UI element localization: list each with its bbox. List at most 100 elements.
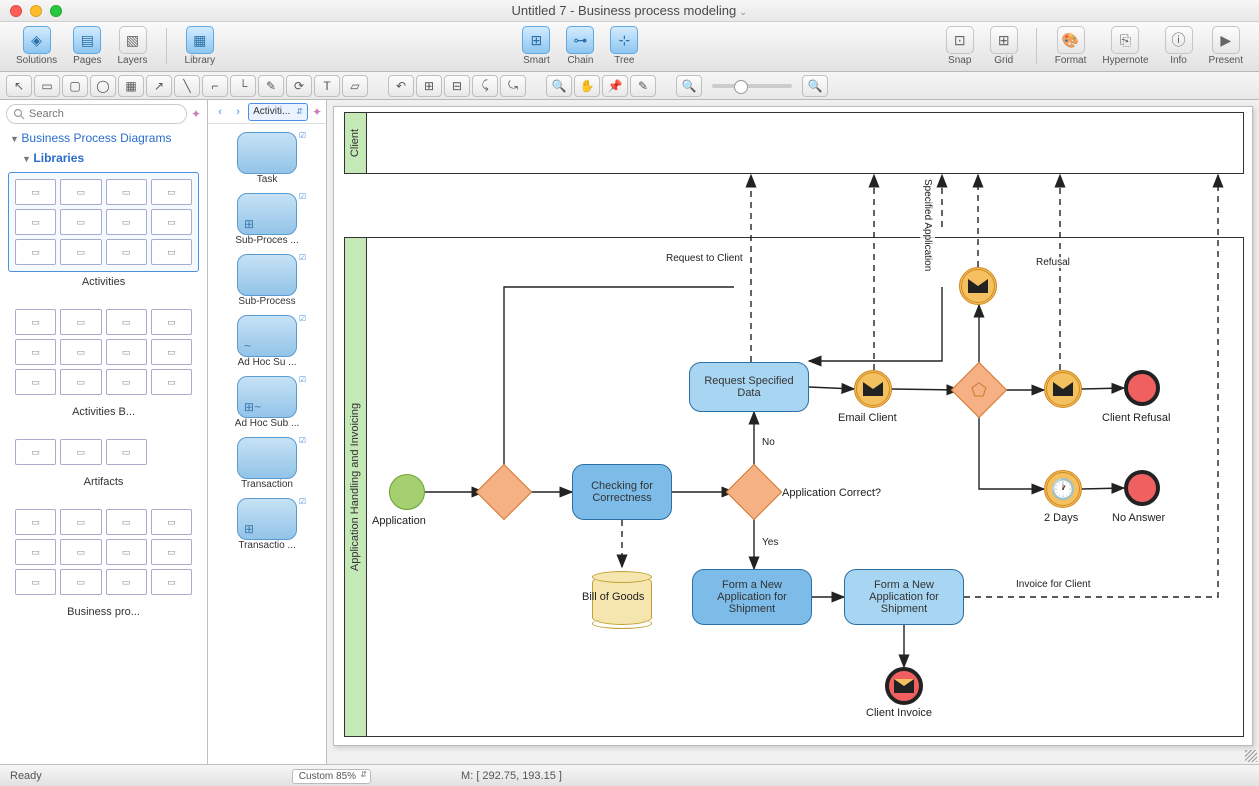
library-cell[interactable]: ▭ <box>106 439 147 465</box>
palette-item[interactable]: ☑Sub-Process <box>208 252 326 313</box>
tool-button[interactable]: ╲ <box>174 75 200 97</box>
library-cell[interactable]: ▭ <box>60 339 101 365</box>
library-cell[interactable]: ▭ <box>106 569 147 595</box>
palette-item[interactable]: ⊞☑Sub-Proces ... <box>208 191 326 252</box>
tool-button[interactable]: ▦ <box>118 75 144 97</box>
library-cell[interactable]: ▭ <box>151 339 192 365</box>
zoom-in-button[interactable]: 🔍 <box>802 75 828 97</box>
layers-button[interactable]: ▧Layers <box>110 24 156 68</box>
canvas[interactable]: ClientApplication Handling and Invoicing… <box>333 106 1253 746</box>
bpmn-event-timer[interactable] <box>1044 470 1082 508</box>
palette-fav-icon[interactable]: ✦ <box>312 105 322 119</box>
library-cell[interactable]: ▭ <box>151 239 192 265</box>
swimlane[interactable]: Client <box>344 112 1244 174</box>
library-cell[interactable]: ▭ <box>106 209 147 235</box>
tool-button[interactable]: ↖ <box>6 75 32 97</box>
library-cell[interactable]: ▭ <box>60 239 101 265</box>
tool-button[interactable]: ⟳ <box>286 75 312 97</box>
tree-root[interactable]: Business Process Diagrams <box>0 128 207 148</box>
chain-button[interactable]: ⊶Chain <box>558 24 602 68</box>
bpmn-gateway[interactable]: ⬠ <box>959 370 999 410</box>
library-cell[interactable]: ▭ <box>15 439 56 465</box>
palette-item[interactable]: ~☑Ad Hoc Su ... <box>208 313 326 374</box>
library-cell[interactable]: ▭ <box>106 179 147 205</box>
tool-button[interactable]: ⤿ <box>500 75 526 97</box>
tool-button[interactable]: T <box>314 75 340 97</box>
bpmn-start[interactable] <box>389 474 425 510</box>
library-cell[interactable]: ▭ <box>15 309 56 335</box>
tool-button[interactable]: ↶ <box>388 75 414 97</box>
format-button[interactable]: 🎨Format <box>1047 24 1095 68</box>
tool-button[interactable]: ⊞ <box>416 75 442 97</box>
bpmn-end[interactable] <box>1124 370 1160 406</box>
hypernote-button[interactable]: ⎘Hypernote <box>1094 24 1156 68</box>
library-cell[interactable]: ▭ <box>15 239 56 265</box>
close-icon[interactable] <box>10 5 22 17</box>
library-cell[interactable]: ▭ <box>106 369 147 395</box>
canvas-scroll[interactable]: ClientApplication Handling and Invoicing… <box>327 100 1259 764</box>
tree-libraries[interactable]: Libraries <box>0 148 207 168</box>
library-cell[interactable]: ▭ <box>106 539 147 565</box>
library-cell[interactable]: ▭ <box>60 179 101 205</box>
bpmn-event-msg[interactable] <box>959 267 997 305</box>
library-cell[interactable]: ▭ <box>60 369 101 395</box>
bpmn-gateway[interactable] <box>734 472 774 512</box>
smart-button[interactable]: ⊞Smart <box>514 24 558 68</box>
zoom-out-button[interactable]: 🔍 <box>676 75 702 97</box>
resize-grip-icon[interactable] <box>1245 750 1257 762</box>
palette-item[interactable]: ⊞☑Transactio ... <box>208 496 326 557</box>
library-cell[interactable]: ▭ <box>60 509 101 535</box>
grid-button[interactable]: ⊞Grid <box>982 24 1026 68</box>
bpmn-task[interactable]: Request Specified Data <box>689 362 809 412</box>
library-cell[interactable]: ▭ <box>60 309 101 335</box>
library-cell[interactable]: ▭ <box>15 539 56 565</box>
present-button[interactable]: ▶Present <box>1201 24 1251 68</box>
search-input[interactable] <box>6 104 187 124</box>
palette-selector[interactable]: Activiti... <box>248 103 308 121</box>
snap-button[interactable]: ⊡Snap <box>938 24 982 68</box>
tool-button[interactable]: ✋ <box>574 75 600 97</box>
library-cell[interactable]: ▭ <box>15 179 56 205</box>
tree-button[interactable]: ⊹Tree <box>602 24 646 68</box>
zoom-select[interactable]: Custom 85% <box>292 769 371 784</box>
favorites-icon[interactable]: ✦ <box>191 107 201 121</box>
palette-item[interactable]: ☑Transaction <box>208 435 326 496</box>
tool-button[interactable]: ◯ <box>90 75 116 97</box>
tool-button[interactable]: ▭ <box>34 75 60 97</box>
library-cell[interactable]: ▭ <box>15 339 56 365</box>
library-cell[interactable]: ▭ <box>151 179 192 205</box>
palette-item[interactable]: ⊞~☑Ad Hoc Sub ... <box>208 374 326 435</box>
bpmn-end-msg[interactable] <box>885 667 923 705</box>
solutions-button[interactable]: ◈Solutions <box>8 24 65 68</box>
library-cell[interactable]: ▭ <box>151 539 192 565</box>
palette-back-button[interactable]: ‹ <box>212 104 228 120</box>
library-cell[interactable]: ▭ <box>106 509 147 535</box>
tool-button[interactable]: 📌 <box>602 75 628 97</box>
library-cell[interactable]: ▭ <box>151 209 192 235</box>
palette-item[interactable]: ☑Task <box>208 130 326 191</box>
library-cell[interactable]: ▭ <box>60 539 101 565</box>
library-button[interactable]: ▦Library <box>177 24 224 68</box>
tool-button[interactable]: ✎ <box>630 75 656 97</box>
bpmn-event-msg[interactable] <box>854 370 892 408</box>
tool-button[interactable]: ↗ <box>146 75 172 97</box>
library-cell[interactable]: ▭ <box>60 569 101 595</box>
palette-fwd-button[interactable]: › <box>230 104 246 120</box>
tool-button[interactable]: └ <box>230 75 256 97</box>
library-cell[interactable]: ▭ <box>15 569 56 595</box>
bpmn-event-msg[interactable] <box>1044 370 1082 408</box>
bpmn-gateway[interactable] <box>484 472 524 512</box>
tool-button[interactable]: ▱ <box>342 75 368 97</box>
library-grid[interactable]: ▭▭▭▭▭▭▭▭▭▭▭▭ <box>8 172 199 272</box>
minimize-icon[interactable] <box>30 5 42 17</box>
tool-button[interactable]: ⌐ <box>202 75 228 97</box>
info-button[interactable]: ⓘInfo <box>1157 24 1201 68</box>
library-cell[interactable]: ▭ <box>151 369 192 395</box>
library-cell[interactable]: ▭ <box>60 439 101 465</box>
library-cell[interactable]: ▭ <box>106 339 147 365</box>
bpmn-task[interactable]: Checking for Correctness <box>572 464 672 520</box>
bpmn-task[interactable]: Form a New Application for Shipment <box>692 569 812 625</box>
zoom-slider[interactable] <box>712 84 792 88</box>
library-cell[interactable]: ▭ <box>15 369 56 395</box>
library-cell[interactable]: ▭ <box>106 309 147 335</box>
